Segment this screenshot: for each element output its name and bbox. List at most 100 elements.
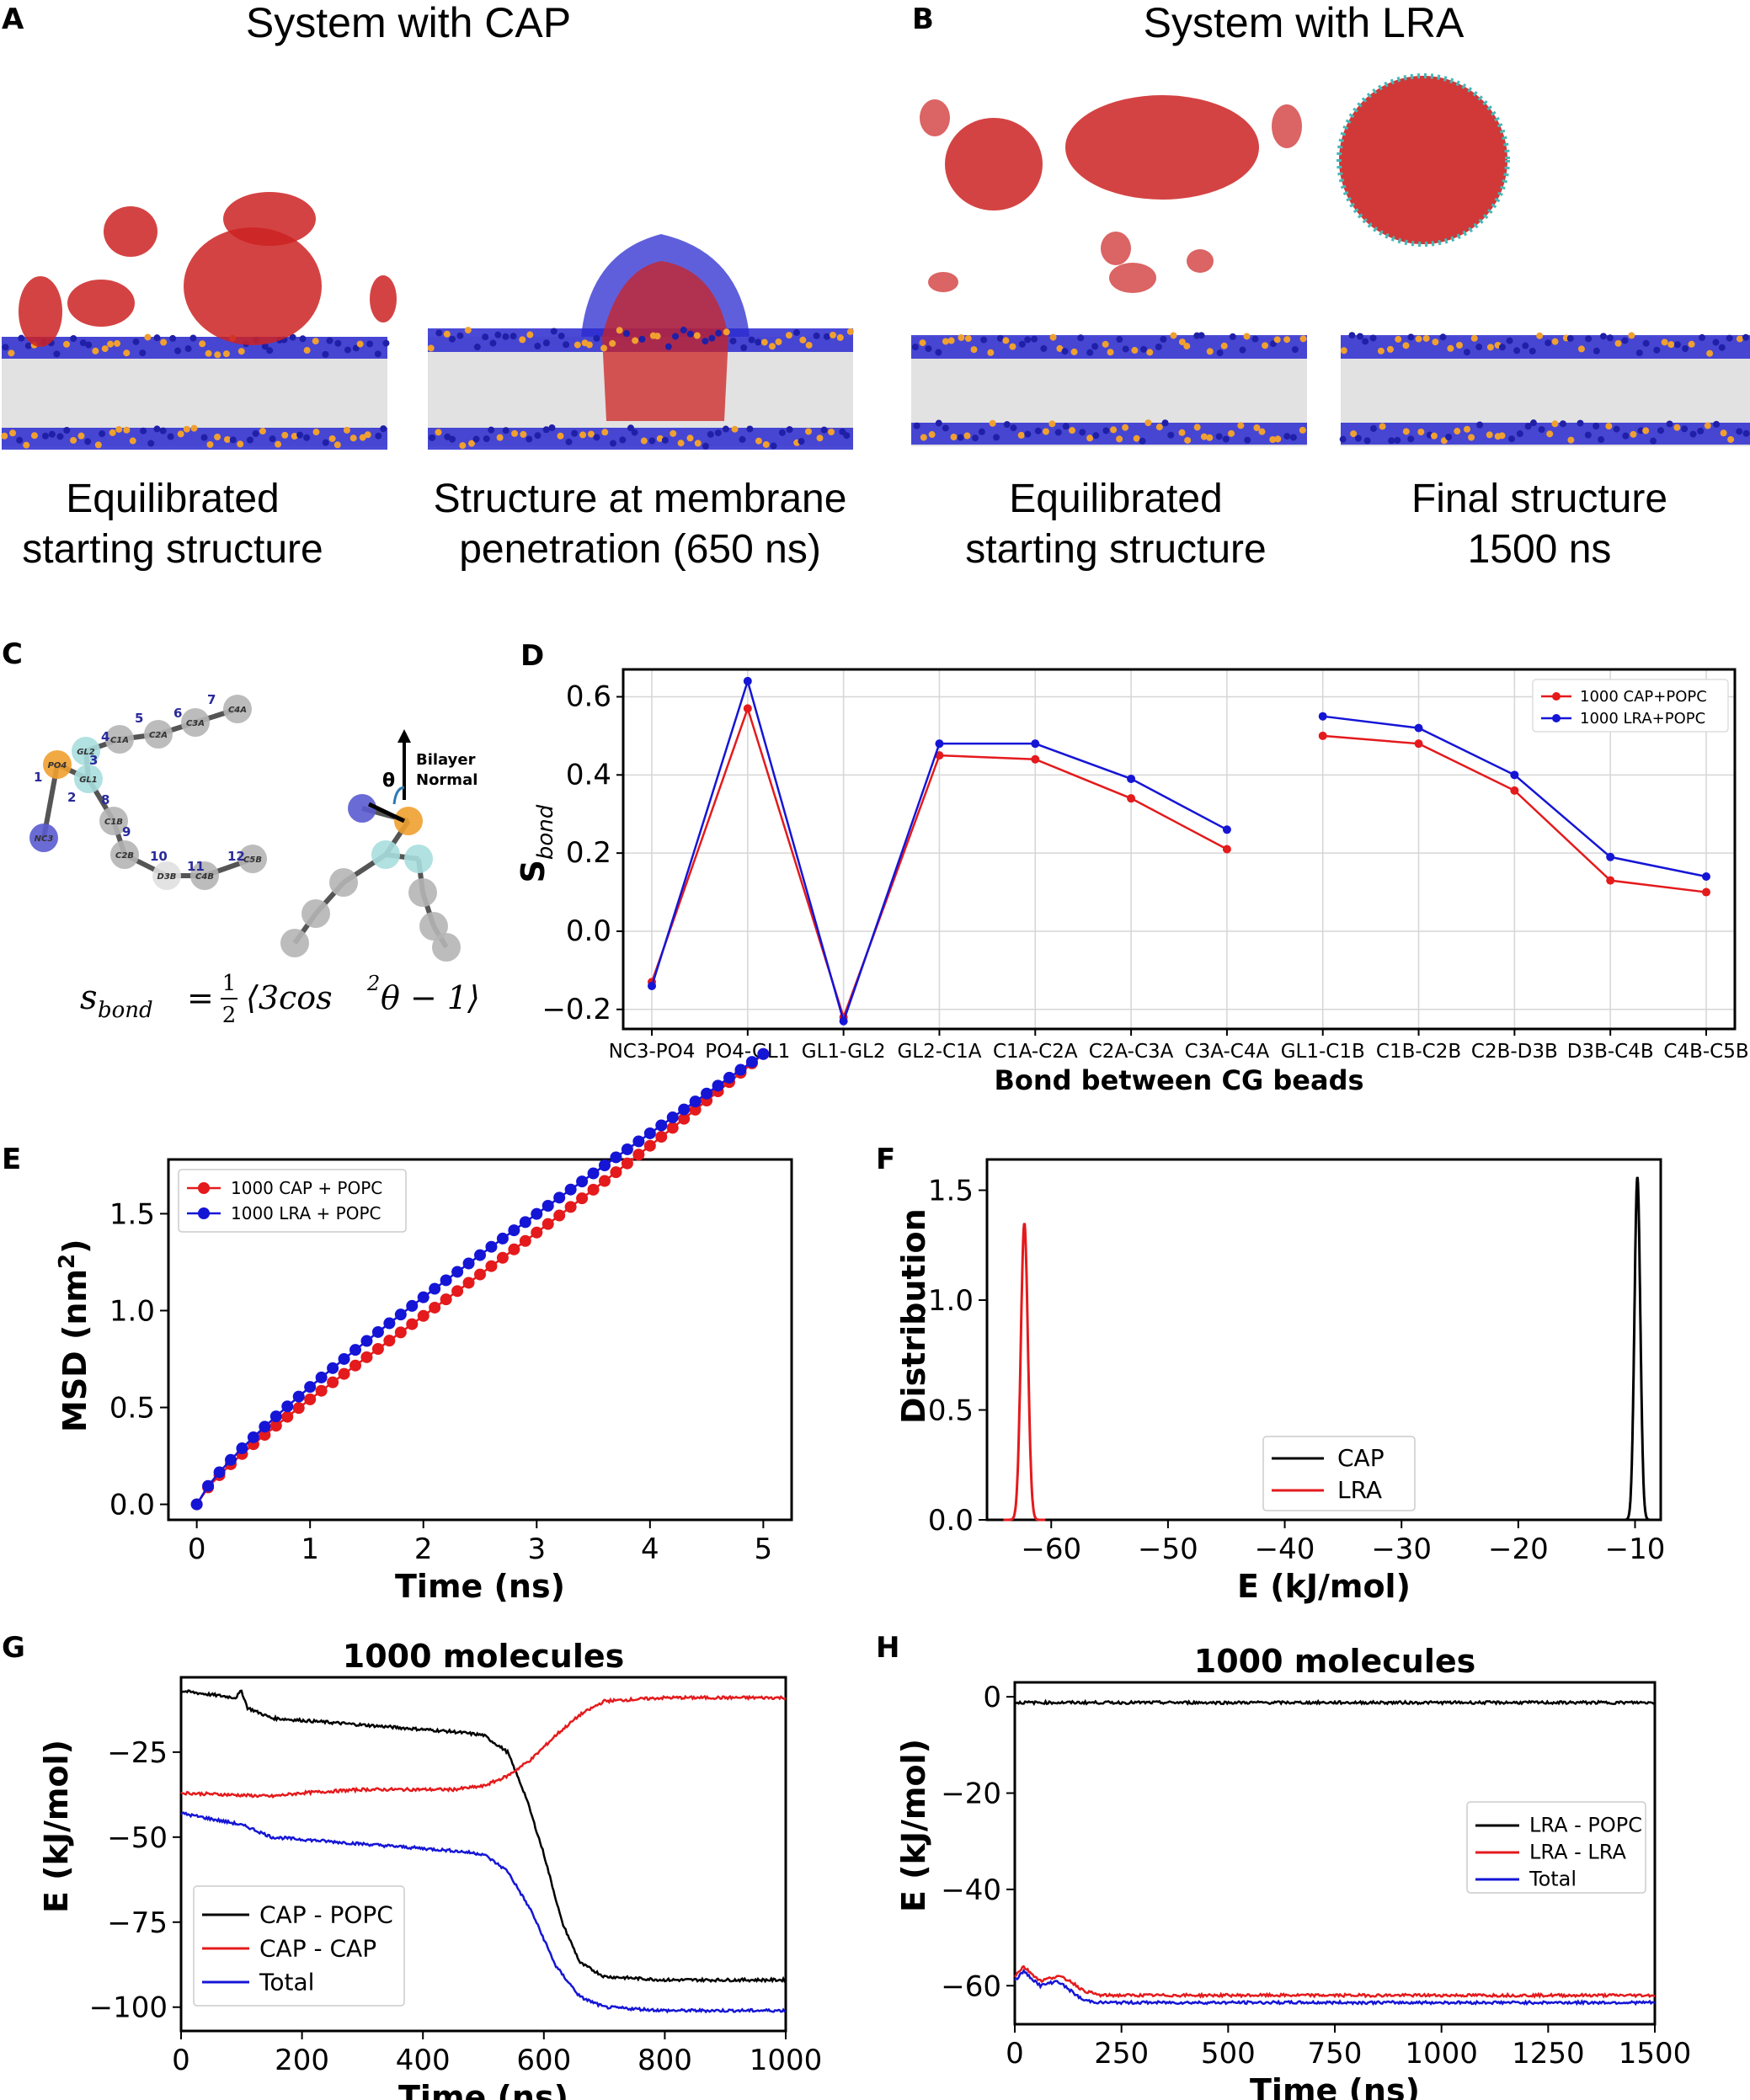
- headgroup-bead: [680, 327, 687, 334]
- headgroup-bead: [723, 328, 730, 336]
- headgroup-bead: [1155, 343, 1162, 350]
- data-point: [587, 1167, 600, 1180]
- headgroup-bead: [41, 432, 49, 440]
- headgroup-bead: [1291, 346, 1299, 354]
- headgroup-bead: [1386, 345, 1394, 353]
- headgroup-bead: [289, 333, 296, 341]
- headgroup-bead: [296, 431, 304, 439]
- bond-number: 1: [34, 770, 42, 785]
- headgroup-bead: [619, 436, 627, 444]
- data-point: [610, 1166, 622, 1179]
- cg-bead-label: C5B: [243, 855, 262, 865]
- headgroup-bead: [1726, 334, 1733, 342]
- headgroup-bead: [1546, 430, 1554, 438]
- data-point: [1510, 770, 1519, 780]
- headgroup-bead: [1133, 434, 1140, 442]
- data-point: [1222, 825, 1231, 834]
- formula-rhs-open: ⟨3cos: [246, 979, 333, 1016]
- y-axis-label-end: ): [56, 1239, 93, 1254]
- y-tick-label: 1.0: [109, 1294, 155, 1328]
- headgroup-bead: [1102, 340, 1109, 348]
- headgroup-bead: [1699, 333, 1706, 341]
- headgroup-bead: [600, 344, 608, 352]
- headgroup-bead: [1170, 332, 1177, 339]
- data-point: [587, 1183, 600, 1196]
- headgroup-bead: [964, 335, 972, 343]
- data-point: [935, 751, 944, 760]
- bond-number: 6: [173, 706, 182, 721]
- headgroup-bead: [693, 332, 701, 339]
- headgroup-bead: [1048, 420, 1056, 428]
- data-point: [440, 1274, 452, 1287]
- headgroup-bead: [1220, 342, 1228, 349]
- cg-bead: [329, 868, 358, 897]
- headgroup-bead: [1107, 349, 1114, 356]
- headgroup-bead: [24, 342, 32, 349]
- headgroup-bead: [686, 434, 694, 442]
- headgroup-bead: [1736, 335, 1743, 343]
- cap-cluster: [67, 280, 135, 327]
- y-tick-label: 0.5: [109, 1392, 155, 1426]
- data-point: [292, 1402, 305, 1415]
- x-tick-label: 400: [396, 2044, 451, 2077]
- headgroup-bead: [1122, 345, 1129, 353]
- y-tick-label: −25: [107, 1736, 168, 1770]
- headgroup-bead: [1283, 433, 1291, 440]
- cg-bead: [74, 765, 103, 793]
- headgroup-bead: [1395, 335, 1402, 343]
- data-point: [281, 1410, 294, 1423]
- x-tick-label: 1000: [1405, 2037, 1478, 2071]
- headgroup-bead: [640, 437, 648, 445]
- data-point: [338, 1352, 350, 1365]
- headgroup-bead: [778, 429, 786, 436]
- x-tick-label: C2B-D3B: [1471, 1041, 1558, 1063]
- data-point: [1606, 876, 1615, 885]
- headgroup-bead: [123, 349, 131, 357]
- headgroup-bead: [1498, 344, 1506, 351]
- headgroup-bead: [1727, 435, 1735, 443]
- data-point: [1222, 845, 1231, 854]
- x-tick-label: 800: [638, 2044, 692, 2077]
- headgroup-bead: [715, 329, 723, 337]
- data-point: [247, 1431, 259, 1443]
- headgroup-bead: [565, 438, 573, 445]
- headgroup-bead: [261, 343, 269, 350]
- bond-number: 2: [67, 790, 76, 805]
- headgroup-bead: [1742, 333, 1750, 341]
- headgroup-bead: [632, 337, 639, 344]
- headgroup-bead: [2, 344, 9, 351]
- headgroup-bead: [574, 341, 581, 349]
- data-point: [417, 1291, 429, 1303]
- headgroup-bead: [686, 330, 694, 338]
- headgroup-bead: [1545, 339, 1552, 347]
- legend-label: 1000 CAP + POPC: [231, 1178, 382, 1198]
- legend-label: LRA: [1337, 1476, 1382, 1504]
- headgroup-bead: [601, 429, 609, 436]
- headgroup-bead: [1160, 335, 1167, 343]
- data-point: [610, 1151, 622, 1164]
- headgroup-layer-bottom: [1341, 423, 1750, 445]
- data-point: [689, 1095, 702, 1108]
- series-line: [1014, 1964, 1656, 1999]
- headgroup-bead: [1155, 424, 1163, 431]
- x-tick-label: 200: [275, 2044, 329, 2077]
- data-point: [599, 1159, 611, 1171]
- headgroup-bead: [1538, 426, 1545, 434]
- headgroup-bead: [189, 334, 197, 342]
- data-point: [553, 1209, 566, 1222]
- cg-bead: [43, 750, 72, 779]
- caption-b-right-line2: 1500 ns: [1468, 527, 1612, 572]
- x-tick-label: 250: [1094, 2037, 1149, 2071]
- headgroup-bead: [1362, 338, 1369, 345]
- cg-bead-label: C4A: [228, 706, 247, 715]
- headgroup-bead: [1718, 344, 1726, 351]
- y-tick-label: −75: [107, 1906, 168, 1940]
- data-point: [689, 1103, 702, 1116]
- headgroup-bead: [708, 334, 716, 342]
- headgroup-bead: [1010, 424, 1017, 432]
- headgroup-bead: [623, 330, 631, 338]
- data-point: [349, 1344, 361, 1356]
- y-tick-label: 1.0: [928, 1284, 974, 1318]
- data-point: [1702, 871, 1710, 881]
- headgroup-bead: [563, 341, 570, 349]
